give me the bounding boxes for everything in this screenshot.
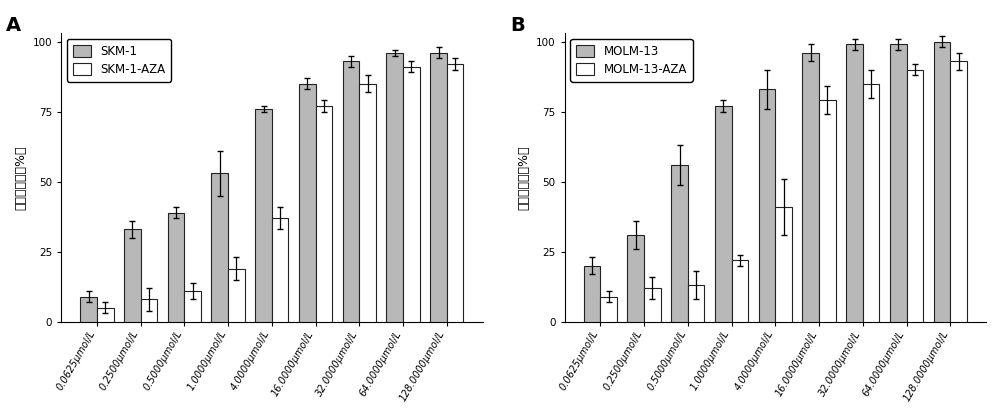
Bar bbox=[141, 299, 157, 322]
Bar bbox=[819, 100, 836, 322]
Bar bbox=[802, 53, 819, 322]
Bar bbox=[97, 308, 114, 322]
Bar bbox=[775, 207, 792, 322]
Bar bbox=[343, 61, 359, 322]
Bar bbox=[211, 173, 228, 322]
Bar bbox=[359, 84, 376, 322]
Bar bbox=[759, 89, 775, 322]
Bar bbox=[863, 84, 879, 322]
Bar bbox=[600, 296, 617, 322]
Bar bbox=[584, 266, 600, 322]
Bar bbox=[644, 288, 661, 322]
Text: B: B bbox=[510, 16, 525, 35]
Bar bbox=[430, 53, 447, 322]
Bar bbox=[255, 109, 272, 322]
Y-axis label: 增殖抑制率（%）: 增殖抑制率（%） bbox=[517, 145, 530, 210]
Bar bbox=[228, 269, 245, 322]
Legend: MOLM-13, MOLM-13-AZA: MOLM-13, MOLM-13-AZA bbox=[570, 39, 693, 82]
Bar bbox=[890, 44, 907, 322]
Bar bbox=[627, 235, 644, 322]
Legend: SKM-1, SKM-1-AZA: SKM-1, SKM-1-AZA bbox=[67, 39, 171, 82]
Text: A: A bbox=[6, 16, 21, 35]
Bar bbox=[272, 218, 288, 322]
Bar bbox=[386, 53, 403, 322]
Bar bbox=[732, 260, 748, 322]
Bar bbox=[316, 106, 332, 322]
Bar bbox=[184, 291, 201, 322]
Bar bbox=[950, 61, 967, 322]
Bar bbox=[299, 84, 316, 322]
Bar bbox=[688, 286, 704, 322]
Bar bbox=[447, 64, 463, 322]
Bar bbox=[80, 296, 97, 322]
Bar bbox=[715, 106, 732, 322]
Bar bbox=[846, 44, 863, 322]
Bar bbox=[403, 67, 420, 322]
Bar bbox=[671, 165, 688, 322]
Y-axis label: 增殖抑制率（%）: 增殖抑制率（%） bbox=[14, 145, 27, 210]
Bar bbox=[124, 229, 141, 322]
Bar bbox=[934, 42, 950, 322]
Bar bbox=[168, 213, 184, 322]
Bar bbox=[907, 70, 923, 322]
